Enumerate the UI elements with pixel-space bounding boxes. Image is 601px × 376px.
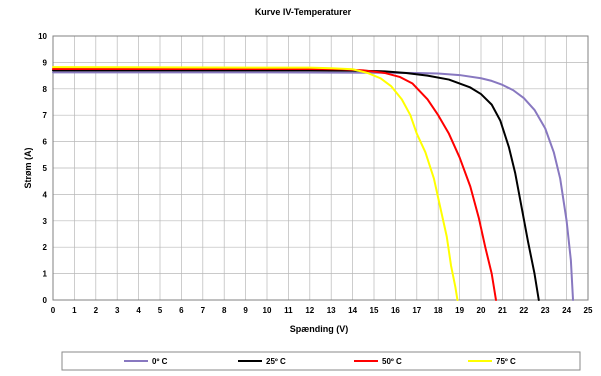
x-tick-label: 7 — [201, 306, 206, 315]
legend-label: 50º C — [382, 357, 402, 366]
y-tick-label: 0 — [43, 296, 48, 305]
legend-label: 25º C — [266, 357, 286, 366]
x-tick-label: 25 — [584, 306, 593, 315]
x-tick-label: 9 — [243, 306, 248, 315]
x-tick-label: 14 — [348, 306, 357, 315]
x-tick-label: 6 — [179, 306, 184, 315]
x-tick-label: 5 — [158, 306, 163, 315]
x-tick-label: 17 — [412, 306, 421, 315]
y-tick-label: 6 — [43, 138, 48, 147]
x-tick-label: 19 — [455, 306, 464, 315]
legend: 0º C 25º C 50º C 75º C — [61, 351, 581, 371]
x-tick-label: 10 — [263, 306, 272, 315]
y-tick-label: 10 — [38, 32, 47, 41]
x-tick-label: 20 — [477, 306, 486, 315]
x-tick-label: 21 — [498, 306, 507, 315]
legend-box — [61, 351, 581, 371]
x-tick-label: 18 — [434, 306, 443, 315]
y-tick-labels: 0 1 2 3 4 5 6 7 8 9 10 — [38, 32, 47, 305]
x-tick-label: 8 — [222, 306, 227, 315]
y-tick-label: 9 — [43, 58, 48, 67]
x-tick-label: 15 — [370, 306, 379, 315]
x-tick-label: 1 — [72, 306, 77, 315]
x-tick-label: 11 — [284, 306, 293, 315]
series-line-3 — [52, 66, 459, 301]
y-tick-label: 7 — [43, 111, 48, 120]
legend-label: 0º C — [152, 357, 168, 366]
x-tick-label: 0 — [51, 306, 56, 315]
y-axis-label: Strøm (A) — [23, 148, 33, 189]
x-tick-labels: 0 1 2 3 4 5 6 7 8 9 10 11 12 13 14 15 16 17 18 19 20 21 22 23 24… — [51, 306, 593, 315]
y-tick-label: 3 — [43, 217, 48, 226]
series-layer — [52, 66, 575, 301]
x-tick-label: 4 — [136, 306, 141, 315]
x-tick-label: 13 — [327, 306, 336, 315]
y-tick-label: 8 — [43, 85, 48, 94]
x-tick-label: 24 — [562, 306, 571, 315]
y-tick-label: 5 — [43, 164, 48, 173]
x-tick-label: 23 — [541, 306, 550, 315]
x-tick-label: 16 — [391, 306, 400, 315]
chart-title: Kurve IV-Temperaturer — [255, 7, 352, 17]
y-tick-label: 2 — [43, 243, 48, 252]
x-tick-label: 3 — [115, 306, 120, 315]
legend-label: 75º C — [496, 357, 516, 366]
x-tick-label: 22 — [519, 306, 528, 315]
x-axis-label: Spænding (V) — [290, 324, 349, 334]
plot-border — [52, 35, 589, 301]
grid — [52, 35, 589, 301]
y-tick-label: 4 — [43, 190, 48, 199]
x-tick-label: 12 — [305, 306, 314, 315]
y-tick-label: 1 — [43, 270, 48, 279]
x-tick-label: 2 — [94, 306, 99, 315]
